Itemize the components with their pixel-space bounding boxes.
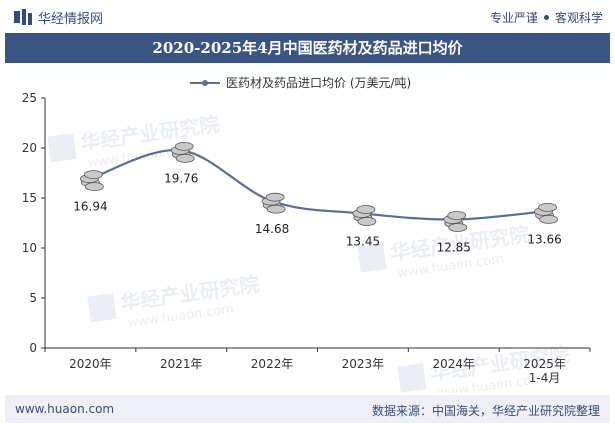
brand-logo-icon <box>14 9 32 25</box>
data-label: 19.76 <box>164 171 198 185</box>
coin-icon <box>174 142 194 151</box>
data-point <box>170 142 195 163</box>
y-tick-label: 20 <box>22 141 37 155</box>
y-tick-label: 5 <box>29 291 37 305</box>
coin-icon <box>356 205 376 214</box>
data-point <box>443 211 468 232</box>
x-tick-label: 2025年 1-4月 <box>523 357 566 385</box>
brand[interactable]: 华经情报网 <box>14 8 104 27</box>
bullet-dot-icon <box>543 15 549 20</box>
top-bar: 华经情报网 专业严谨 客观科学 <box>0 0 615 32</box>
watermark-logo-icon <box>357 243 387 273</box>
chart-title: 2020-2025年4月中国医药材及药品进口均价 <box>5 33 610 63</box>
coin-icon <box>84 170 103 179</box>
data-label: 13.45 <box>346 235 380 249</box>
coin-icon <box>265 192 285 202</box>
watermark-logo-icon <box>47 133 77 163</box>
watermark-logo-icon <box>397 363 427 393</box>
slogan-left: 专业严谨 <box>489 11 538 25</box>
data-point <box>261 192 286 214</box>
coin-icon <box>447 211 467 220</box>
data-label: 14.68 <box>255 222 289 236</box>
data-label: 12.85 <box>437 241 471 255</box>
footer: www.huaon.com 数据来源：中国海关，华经产业研究院整理 <box>5 395 610 423</box>
x-tick-label: 2021年 <box>160 357 203 371</box>
coin-icon <box>448 223 468 232</box>
data-point <box>80 170 104 191</box>
x-tick-label: 2024年 <box>432 357 475 371</box>
legend-marker <box>202 80 208 86</box>
watermark-logo-icon <box>87 293 117 323</box>
slogan: 专业严谨 客观科学 <box>490 9 603 26</box>
data-label: 16.94 <box>73 200 107 214</box>
footer-site-link[interactable]: www.huaon.com <box>15 402 115 416</box>
y-tick-label: 25 <box>22 91 37 105</box>
x-tick-label: 2023年 <box>342 357 385 371</box>
brand-name: 华经情报网 <box>38 11 104 27</box>
data-point <box>352 205 377 226</box>
y-tick-label: 0 <box>29 341 37 355</box>
legend-label: 医药材及药品进口均价 (万美元/吨) <box>226 76 411 90</box>
footer-source: 数据来源：中国海关，华经产业研究院整理 <box>371 404 600 418</box>
coin-icon <box>539 214 558 224</box>
coin-icon <box>266 204 286 214</box>
slogan-right: 客观科学 <box>554 11 603 25</box>
data-label: 13.66 <box>527 232 561 246</box>
y-tick-label: 15 <box>22 191 37 205</box>
y-tick-label: 10 <box>22 241 37 255</box>
x-tick-label: 2020年 <box>69 357 112 371</box>
coin-icon <box>357 217 377 226</box>
coin-icon <box>175 154 195 163</box>
coin-icon <box>538 202 557 212</box>
x-tick-label: 2022年 <box>251 357 294 371</box>
data-point <box>534 202 558 224</box>
coin-icon <box>85 182 104 191</box>
